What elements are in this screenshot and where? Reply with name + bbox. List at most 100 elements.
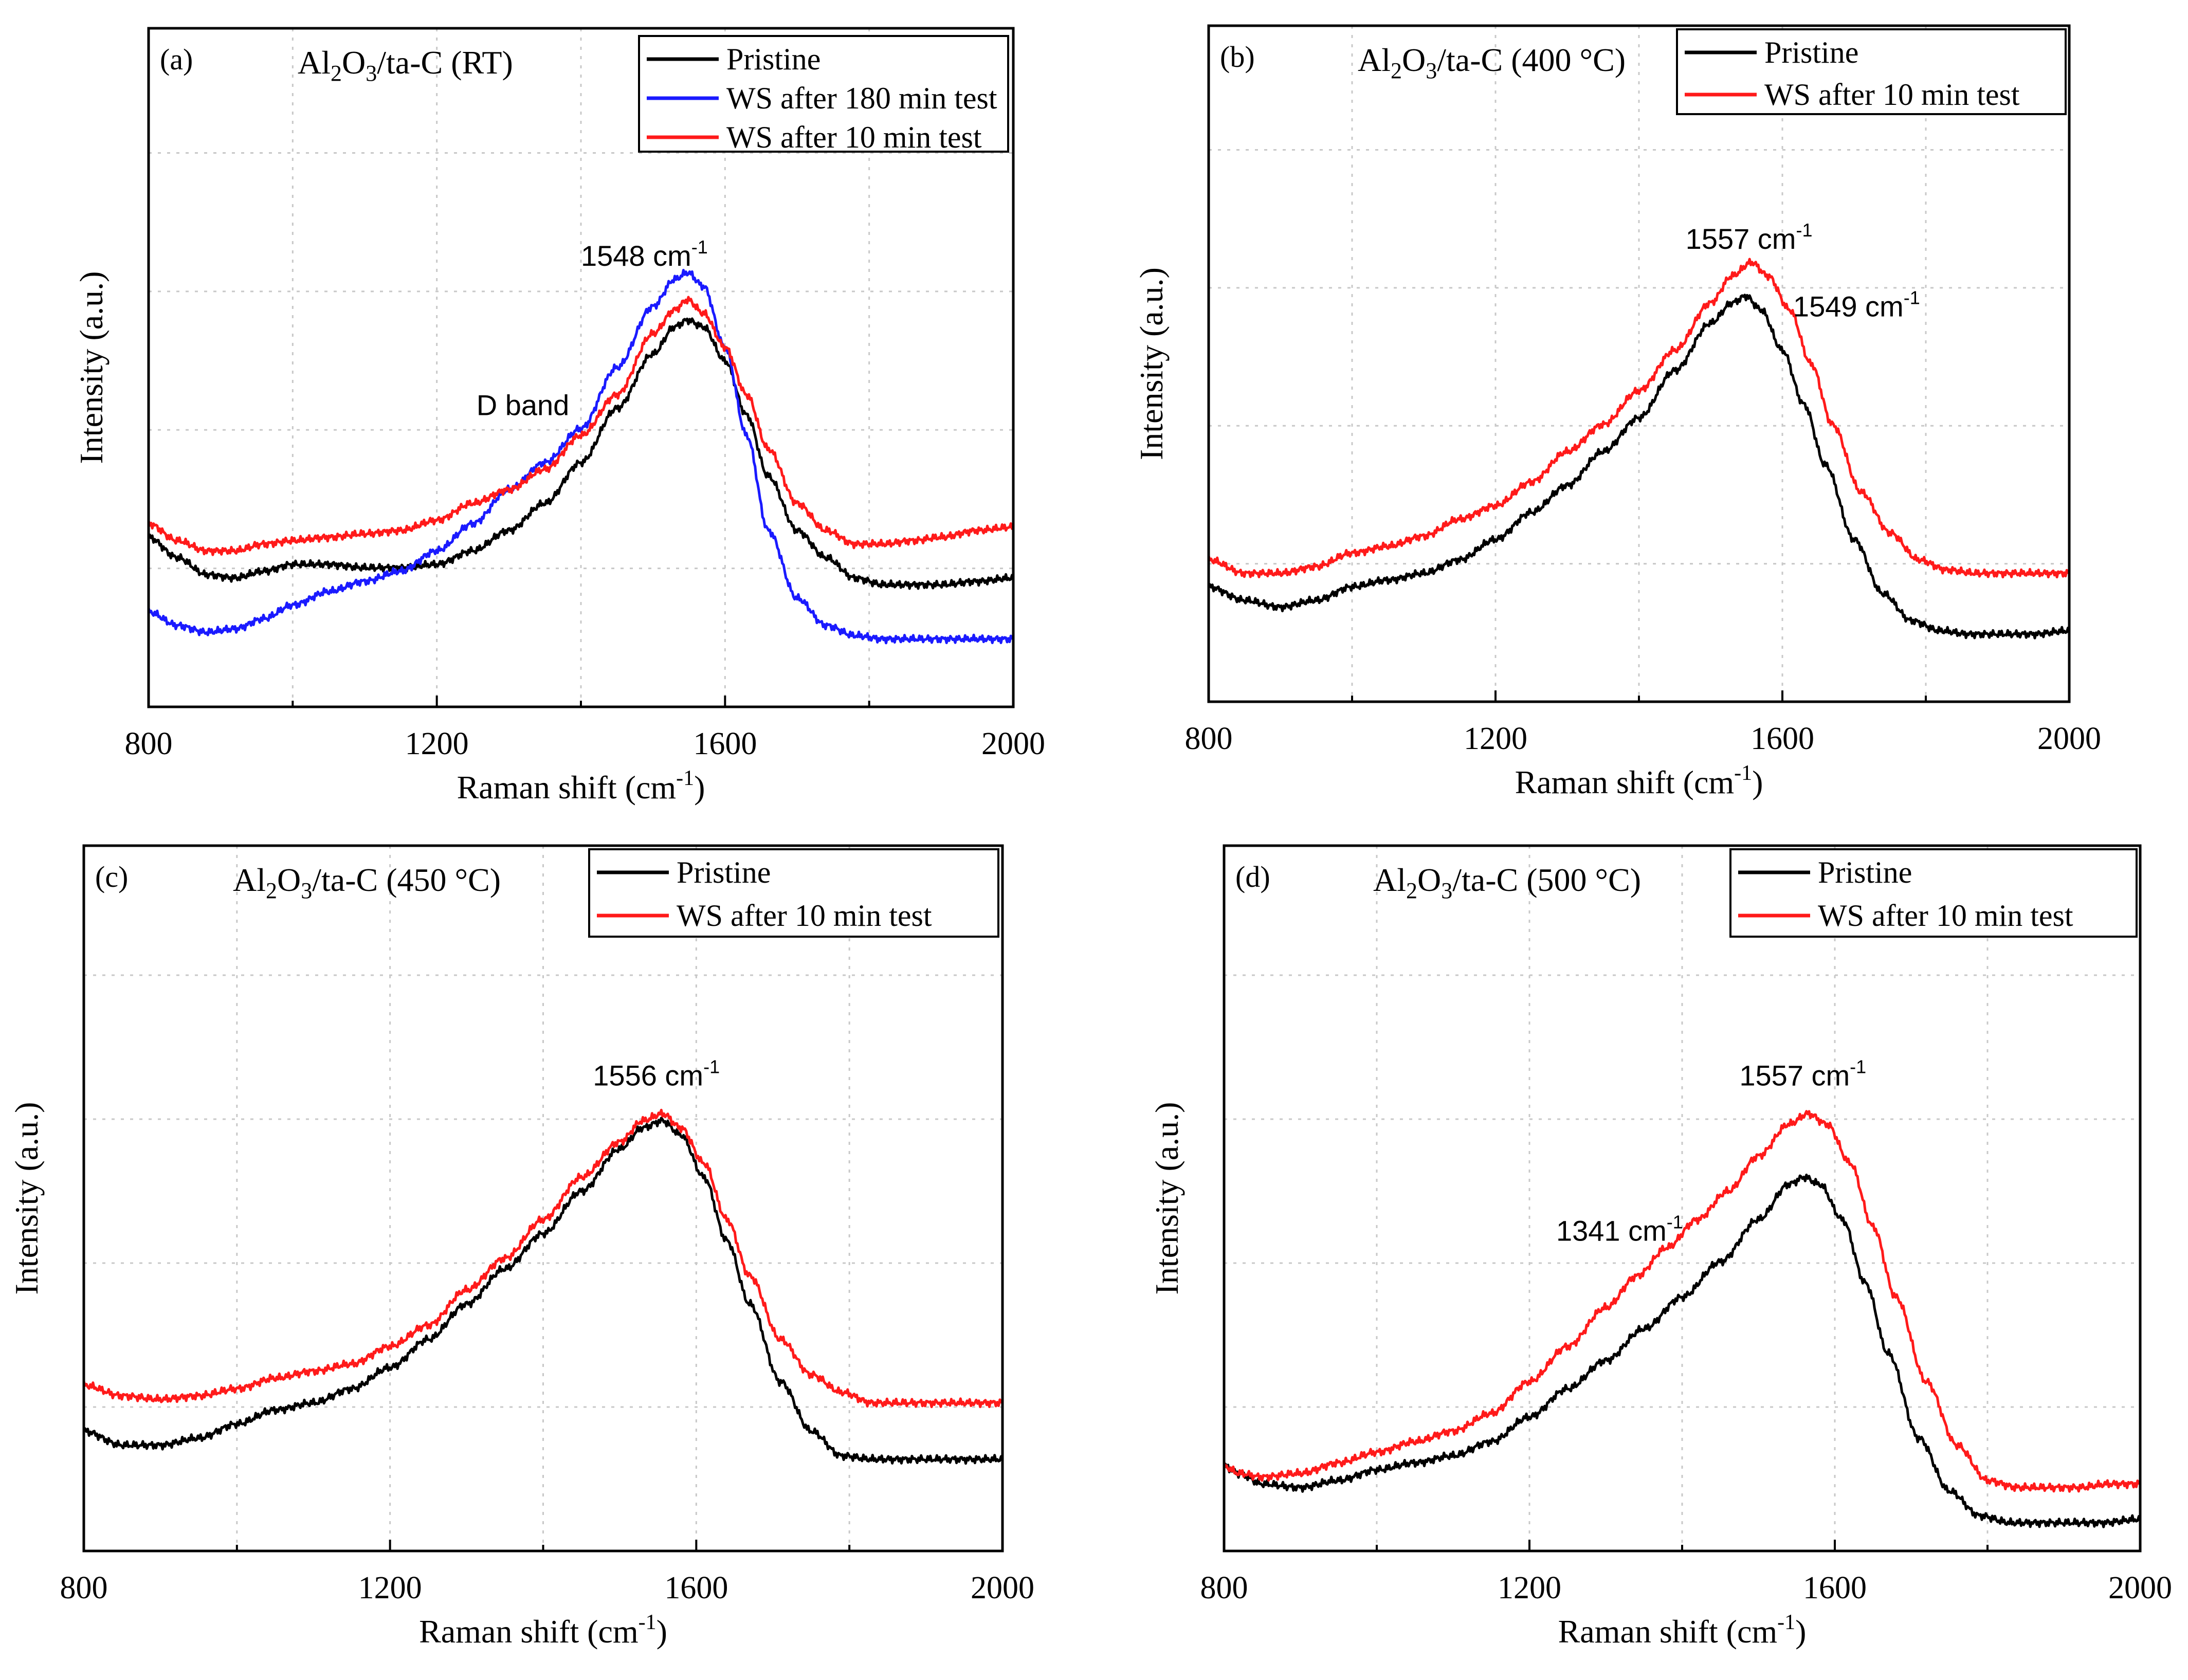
x-tick-label: 800	[1200, 1571, 1248, 1605]
title-sub-2: 2	[331, 61, 342, 86]
x-tick-label: 800	[1185, 721, 1233, 756]
legend-label: Pristine	[677, 855, 771, 889]
annotation: 1557 cm-1	[1686, 220, 1813, 255]
title-al: Al	[233, 862, 266, 898]
y-axis-label: Intensity (a.u.)	[1148, 1102, 1185, 1295]
panel-title: Al2O3/ta-C (500 °C)	[1373, 862, 1641, 903]
title-rest: /ta-C (450 °C)	[312, 862, 501, 898]
title-rest: /ta-C (RT)	[377, 44, 513, 81]
annotation: 1549 cm-1	[1793, 287, 1920, 322]
x-axis-label-end: )	[657, 1613, 667, 1650]
x-tick-label: 800	[60, 1571, 108, 1605]
legend-label: WS after 10 min test	[726, 120, 982, 154]
x-tick-label: 1200	[1498, 1571, 1561, 1605]
x-axis-label-main: Raman shift (cm	[1558, 1613, 1778, 1650]
panel-label: (a)	[160, 43, 193, 76]
series-line-pristine	[1207, 294, 2071, 640]
title-sub-3: 3	[301, 878, 312, 903]
series-line-ws10	[1207, 258, 2071, 579]
x-tick-label: 2000	[981, 726, 1045, 761]
annotation-text: 1341 cm	[1556, 1214, 1667, 1247]
legend-box	[588, 848, 999, 938]
annotation-sup: -1	[691, 236, 708, 258]
x-tick-label: 1600	[693, 726, 757, 761]
annotation-sup: -1	[1667, 1211, 1683, 1232]
x-axis-label-sup: -1	[639, 1611, 657, 1634]
panel-label: (d)	[1235, 860, 1270, 893]
annotation-text: D band	[477, 389, 570, 421]
x-tick-label: 2000	[2037, 721, 2101, 756]
x-axis-label: Raman shift (cm-1)	[419, 1611, 667, 1650]
legend: Pristine WS after 10 min test	[588, 848, 999, 938]
legend-label: WS after 10 min test	[677, 899, 932, 933]
x-tick-label: 800	[125, 726, 173, 761]
title-o: O	[277, 862, 301, 898]
y-axis-label: Intensity (a.u.)	[1133, 267, 1170, 460]
annotation-text: 1556 cm	[593, 1059, 703, 1091]
x-tick-label: 1200	[405, 726, 469, 761]
title-o: O	[342, 44, 366, 81]
series-line-ws10	[147, 296, 1015, 556]
x-axis-label-end: )	[1795, 1613, 1806, 1650]
x-tick-label: 1600	[1751, 721, 1814, 756]
series-line-pristine	[82, 1117, 1004, 1465]
annotation-sup: -1	[1904, 287, 1920, 308]
x-axis-label-main: Raman shift (cm	[1515, 764, 1735, 800]
legend-box	[1676, 28, 2067, 115]
series-line-pristine	[1223, 1174, 2142, 1528]
annotation: D band	[477, 389, 570, 421]
x-axis-label-end: )	[1752, 764, 1763, 800]
x-axis-label: Raman shift (cm-1)	[1515, 761, 1763, 800]
series-line-ws10	[1223, 1110, 2142, 1493]
panel-title: Al2O3/ta-C (400 °C)	[1358, 42, 1626, 83]
x-tick-label: 2000	[971, 1571, 1034, 1605]
x-axis-label-sup: -1	[676, 766, 694, 790]
annotation: 1341 cm-1	[1556, 1211, 1683, 1247]
annotation: 1548 cm-1	[581, 236, 708, 272]
annotation: 1556 cm-1	[593, 1056, 720, 1091]
x-axis-label-sup: -1	[1734, 761, 1752, 785]
x-tick-label: 1200	[1464, 721, 1527, 756]
title-al: Al	[1373, 862, 1406, 898]
panel-title: Al2O3/ta-C (450 °C)	[233, 862, 501, 903]
title-sub-2: 2	[1391, 58, 1402, 83]
series-line-ws10	[82, 1108, 1004, 1409]
legend-label: Pristine	[1764, 35, 1858, 69]
title-sub-3: 3	[366, 61, 377, 86]
legend-label: Pristine	[1818, 855, 1912, 889]
annotation-text: 1548 cm	[581, 240, 691, 272]
annotation-sup: -1	[1796, 220, 1812, 241]
title-al: Al	[298, 44, 331, 81]
title-sub-2: 2	[1406, 878, 1417, 903]
annotation-sup: -1	[703, 1056, 720, 1077]
x-axis-label-main: Raman shift (cm	[419, 1613, 639, 1650]
x-axis-label: Raman shift (cm-1)	[1558, 1611, 1807, 1650]
y-axis-label: Intensity (a.u.)	[73, 271, 110, 464]
legend: Pristine WS after 180 min test WS after 10…	[638, 35, 1009, 154]
legend-label: Pristine	[726, 42, 820, 76]
title-rest: /ta-C (500 °C)	[1452, 862, 1641, 898]
x-axis-label-end: )	[694, 769, 705, 806]
x-tick-label: 1600	[1803, 1571, 1867, 1605]
legend-box	[1729, 848, 2138, 938]
annotation-text: 1557 cm	[1739, 1059, 1850, 1091]
legend-label: WS after 10 min test	[1764, 78, 2020, 112]
annotation-text: 1549 cm	[1793, 290, 1904, 322]
panel-title: Al2O3/ta-C (RT)	[298, 44, 513, 86]
annotation-text: 1557 cm	[1686, 223, 1796, 255]
legend: Pristine WS after 10 min test	[1729, 848, 2138, 938]
y-axis-label: Intensity (a.u.)	[8, 1102, 45, 1295]
legend-label: WS after 180 min test	[726, 81, 997, 115]
title-sub-3: 3	[1426, 58, 1437, 83]
annotation-sup: -1	[1850, 1056, 1866, 1077]
x-tick-label: 1200	[358, 1571, 422, 1605]
legend: Pristine WS after 10 min test	[1676, 28, 2067, 115]
title-o: O	[1402, 42, 1426, 78]
annotation: 1557 cm-1	[1739, 1056, 1866, 1091]
title-rest: /ta-C (400 °C)	[1437, 42, 1626, 78]
panel-label: (c)	[95, 860, 128, 893]
